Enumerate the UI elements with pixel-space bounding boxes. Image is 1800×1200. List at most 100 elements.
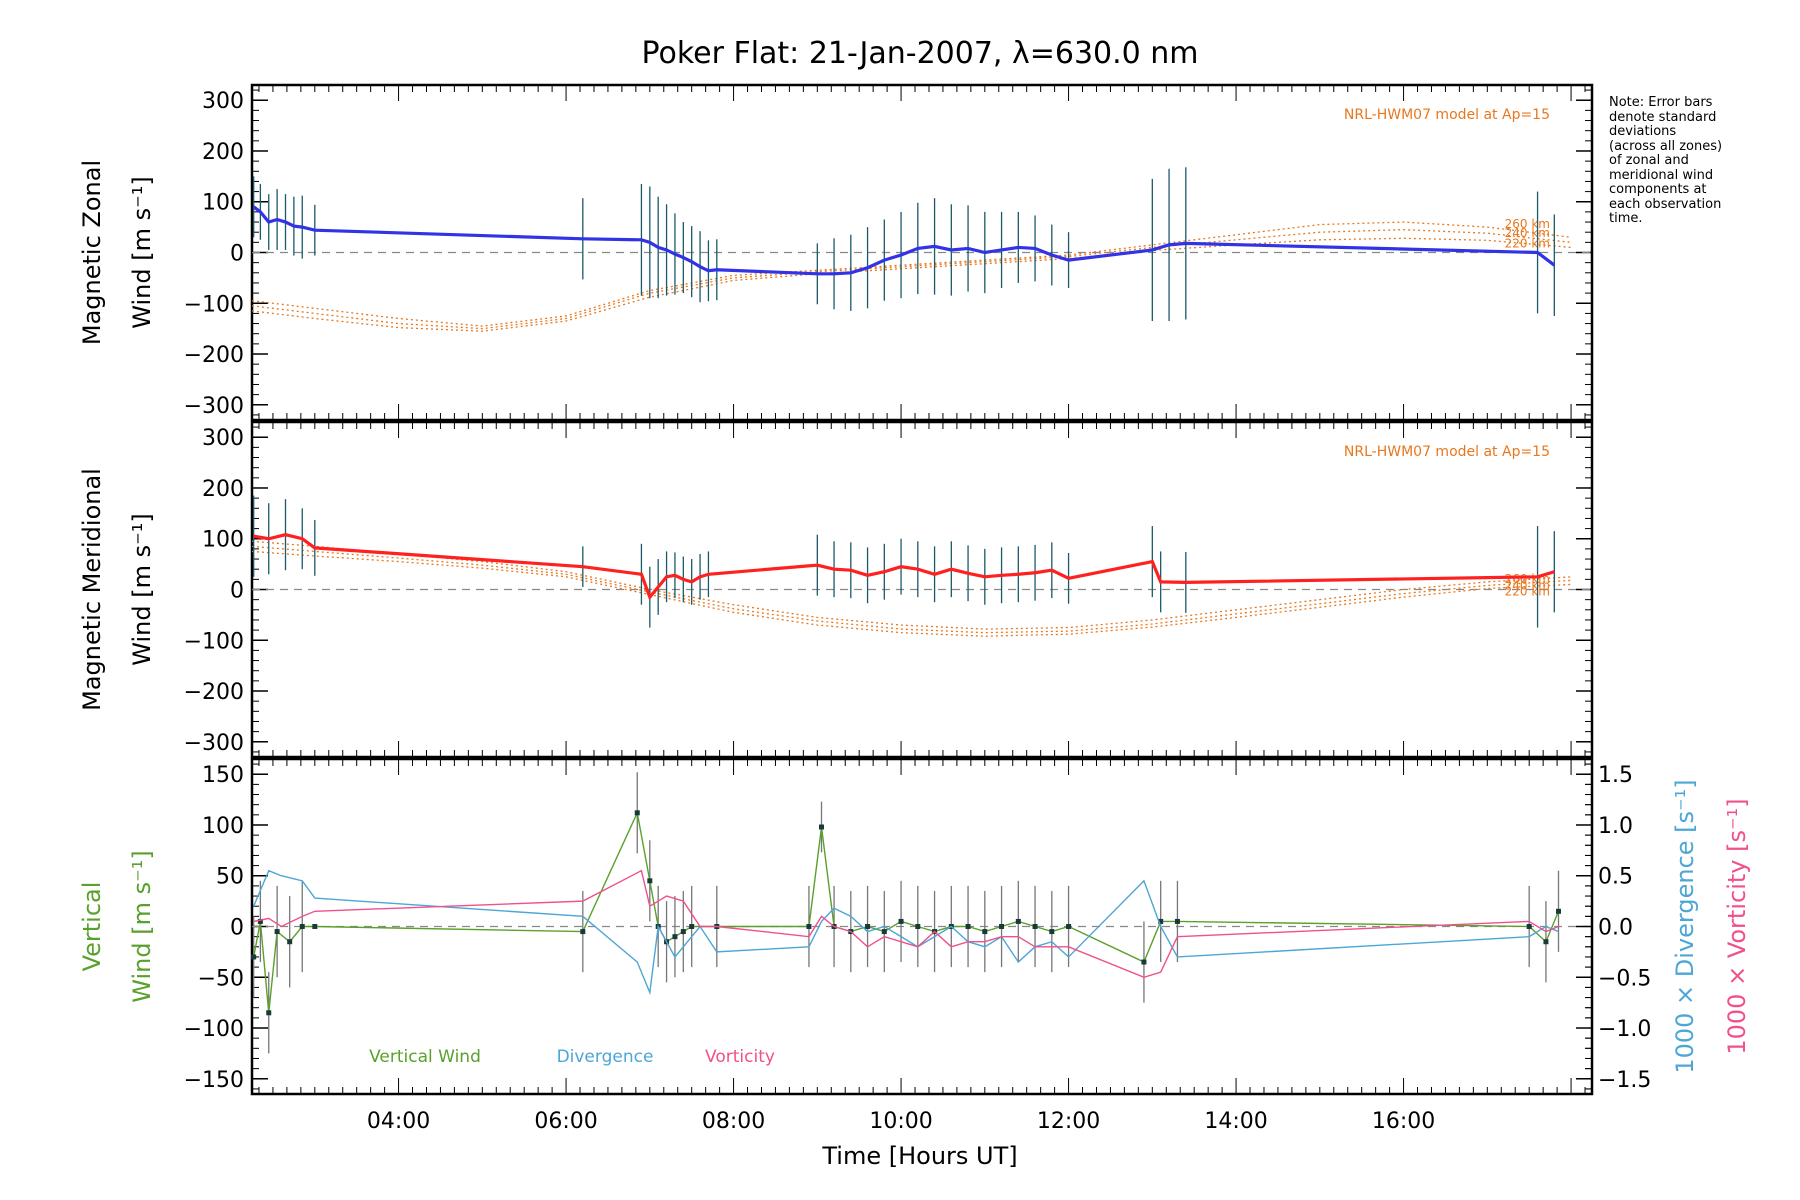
y2-tick-label: −1.5 xyxy=(1598,1068,1651,1093)
y-tick-label: 0 xyxy=(230,579,244,604)
vertical-wind-point xyxy=(680,929,686,935)
vertical-wind-point xyxy=(647,878,653,884)
x-tick-label: 04:00 xyxy=(367,1109,430,1134)
vertical-wind-point xyxy=(982,929,988,935)
vertical-wind-point xyxy=(274,929,280,935)
model-altitude-label: 260 km xyxy=(1505,217,1550,231)
model-altitude-label: 220 km xyxy=(1505,236,1550,250)
y-tick-label: −200 xyxy=(184,680,244,705)
y-axis-label-line1: Magnetic Meridional xyxy=(78,468,106,711)
vertical-wind-point xyxy=(689,924,695,929)
series-line-vertical-wind xyxy=(252,810,1560,1013)
y-tick-label: 300 xyxy=(202,426,244,451)
x-tick-label: 16:00 xyxy=(1372,1109,1435,1134)
y-tick-label: 50 xyxy=(216,865,244,890)
vertical-wind-point xyxy=(1015,918,1021,924)
model-curve-220km xyxy=(251,550,1572,637)
y-tick-label: 100 xyxy=(202,191,244,216)
vertical-wind-point xyxy=(634,810,640,816)
y2-tick-label: 1.5 xyxy=(1598,763,1633,788)
y-tick-label: 150 xyxy=(202,763,244,788)
y2-tick-label: −1.0 xyxy=(1598,1017,1651,1042)
x-tick-label: 14:00 xyxy=(1204,1109,1267,1134)
vertical-wind-panel: −150 −100 −50 0 50 100 150 Vertical Wind [m s⁻¹]… xyxy=(78,757,1751,1096)
vertical-wind-point xyxy=(1158,918,1164,924)
y-tick-label: 0 xyxy=(230,916,244,941)
y-tick-label: 100 xyxy=(202,814,244,839)
series-line-divergence xyxy=(253,869,1559,996)
vertical-wind-point xyxy=(299,924,305,929)
model-curve-260km xyxy=(251,540,1572,630)
vertical-wind-point xyxy=(257,918,263,924)
vertical-wind-point xyxy=(1174,918,1180,924)
vertical-wind-point xyxy=(881,929,887,935)
vertical-wind-point xyxy=(865,924,871,929)
model-label: NRL-HWM07 model at Ap=15 xyxy=(1344,444,1550,460)
vertical-wind-point xyxy=(1049,929,1055,935)
model-altitude-label: 220 km xyxy=(1505,584,1550,598)
zonal-wind-panel: −300 −200 −100 0 100 200 300 Magnetic Zonal Wind… xyxy=(78,83,1594,422)
y-tick-label: −300 xyxy=(184,731,244,756)
y-tick-label: 200 xyxy=(202,477,244,502)
y2-tick-label: 0.5 xyxy=(1598,865,1633,890)
vertical-wind-point xyxy=(898,918,904,924)
y-tick-label: 0 xyxy=(230,242,244,267)
y-axis-label-line1: Vertical xyxy=(78,882,106,972)
y-tick-label: −200 xyxy=(184,343,244,368)
y2-axis-label-divergence: 1000 × Divergence [s⁻¹] xyxy=(1671,779,1699,1073)
vertical-wind-point xyxy=(251,954,257,960)
vertical-wind-point xyxy=(672,934,678,940)
y-tick-label: −100 xyxy=(184,1017,244,1042)
y2-tick-label: 1.0 xyxy=(1598,814,1633,839)
y-tick-label: 300 xyxy=(202,89,244,114)
vertical-wind-point xyxy=(1066,924,1072,929)
legend-entry-vertical-wind: Vertical Wind xyxy=(369,1047,481,1067)
y2-axis-label-vorticity: 1000 × Vorticity [s⁻¹] xyxy=(1723,798,1751,1054)
vertical-wind-point xyxy=(1543,939,1549,945)
y-axis-label-line1: Magnetic Zonal xyxy=(78,160,106,345)
vertical-wind-point xyxy=(1556,908,1561,914)
vertical-wind-point xyxy=(1141,959,1147,965)
y-axis-label-line2: Wind [m s⁻¹] xyxy=(128,850,156,1002)
model-altitude-label: 240 km xyxy=(1505,578,1550,592)
y-tick-label: −150 xyxy=(184,1068,244,1093)
x-tick-label: 12:00 xyxy=(1037,1109,1100,1134)
y-tick-label: −100 xyxy=(184,292,244,317)
model-altitude-label: 240 km xyxy=(1505,226,1550,240)
y-tick-label: −100 xyxy=(184,629,244,654)
model-curve-260km xyxy=(251,221,1572,327)
vertical-wind-point xyxy=(999,924,1005,929)
y-axis-label-line2: Wind [m s⁻¹] xyxy=(128,176,156,328)
x-tick-label: 10:00 xyxy=(869,1109,932,1134)
chart-title: Poker Flat: 21-Jan-2007, λ=630.0 nm xyxy=(641,36,1198,71)
series-line-magnetic-zonal-wind xyxy=(252,205,1556,276)
error-bar-note: Note: Error bars denote standard deviati… xyxy=(1609,95,1723,226)
vertical-wind-point xyxy=(266,1010,272,1016)
y-tick-label: −300 xyxy=(184,394,244,419)
legend-entry-vorticity: Vorticity xyxy=(705,1047,775,1067)
y-tick-label: 100 xyxy=(202,528,244,553)
time-x-axis: 04:00 06:00 08:00 10:00 12:00 14:00 16:00 xyxy=(367,1109,1435,1134)
vertical-wind-point xyxy=(580,929,586,935)
model-curve-240km xyxy=(251,229,1572,330)
x-tick-label: 08:00 xyxy=(702,1109,765,1134)
vertical-wind-point xyxy=(915,924,921,929)
vertical-wind-point xyxy=(965,924,971,929)
meridional-wind-panel: −300 −200 −100 0 100 200 300 Magnetic Meridiona… xyxy=(78,420,1594,759)
legend-entry-divergence: Divergence xyxy=(557,1047,654,1067)
vertical-wind-point xyxy=(1526,924,1532,929)
x-axis-label: Time [Hours UT] xyxy=(821,1142,1017,1170)
vertical-wind-point xyxy=(312,924,318,929)
vertical-wind-point xyxy=(287,939,293,945)
y-tick-label: −50 xyxy=(198,966,244,991)
vertical-wind-point xyxy=(806,924,812,929)
vertical-wind-point xyxy=(1032,924,1038,929)
y-tick-label: 200 xyxy=(202,140,244,165)
vertical-wind-point xyxy=(819,824,824,830)
series-line-magnetic-meridional-wind xyxy=(253,533,1555,601)
y2-tick-label: −0.5 xyxy=(1598,966,1651,991)
model-curve-240km xyxy=(251,545,1572,634)
model-label: NRL-HWM07 model at Ap=15 xyxy=(1344,107,1550,123)
series-line-vorticity xyxy=(253,869,1559,978)
